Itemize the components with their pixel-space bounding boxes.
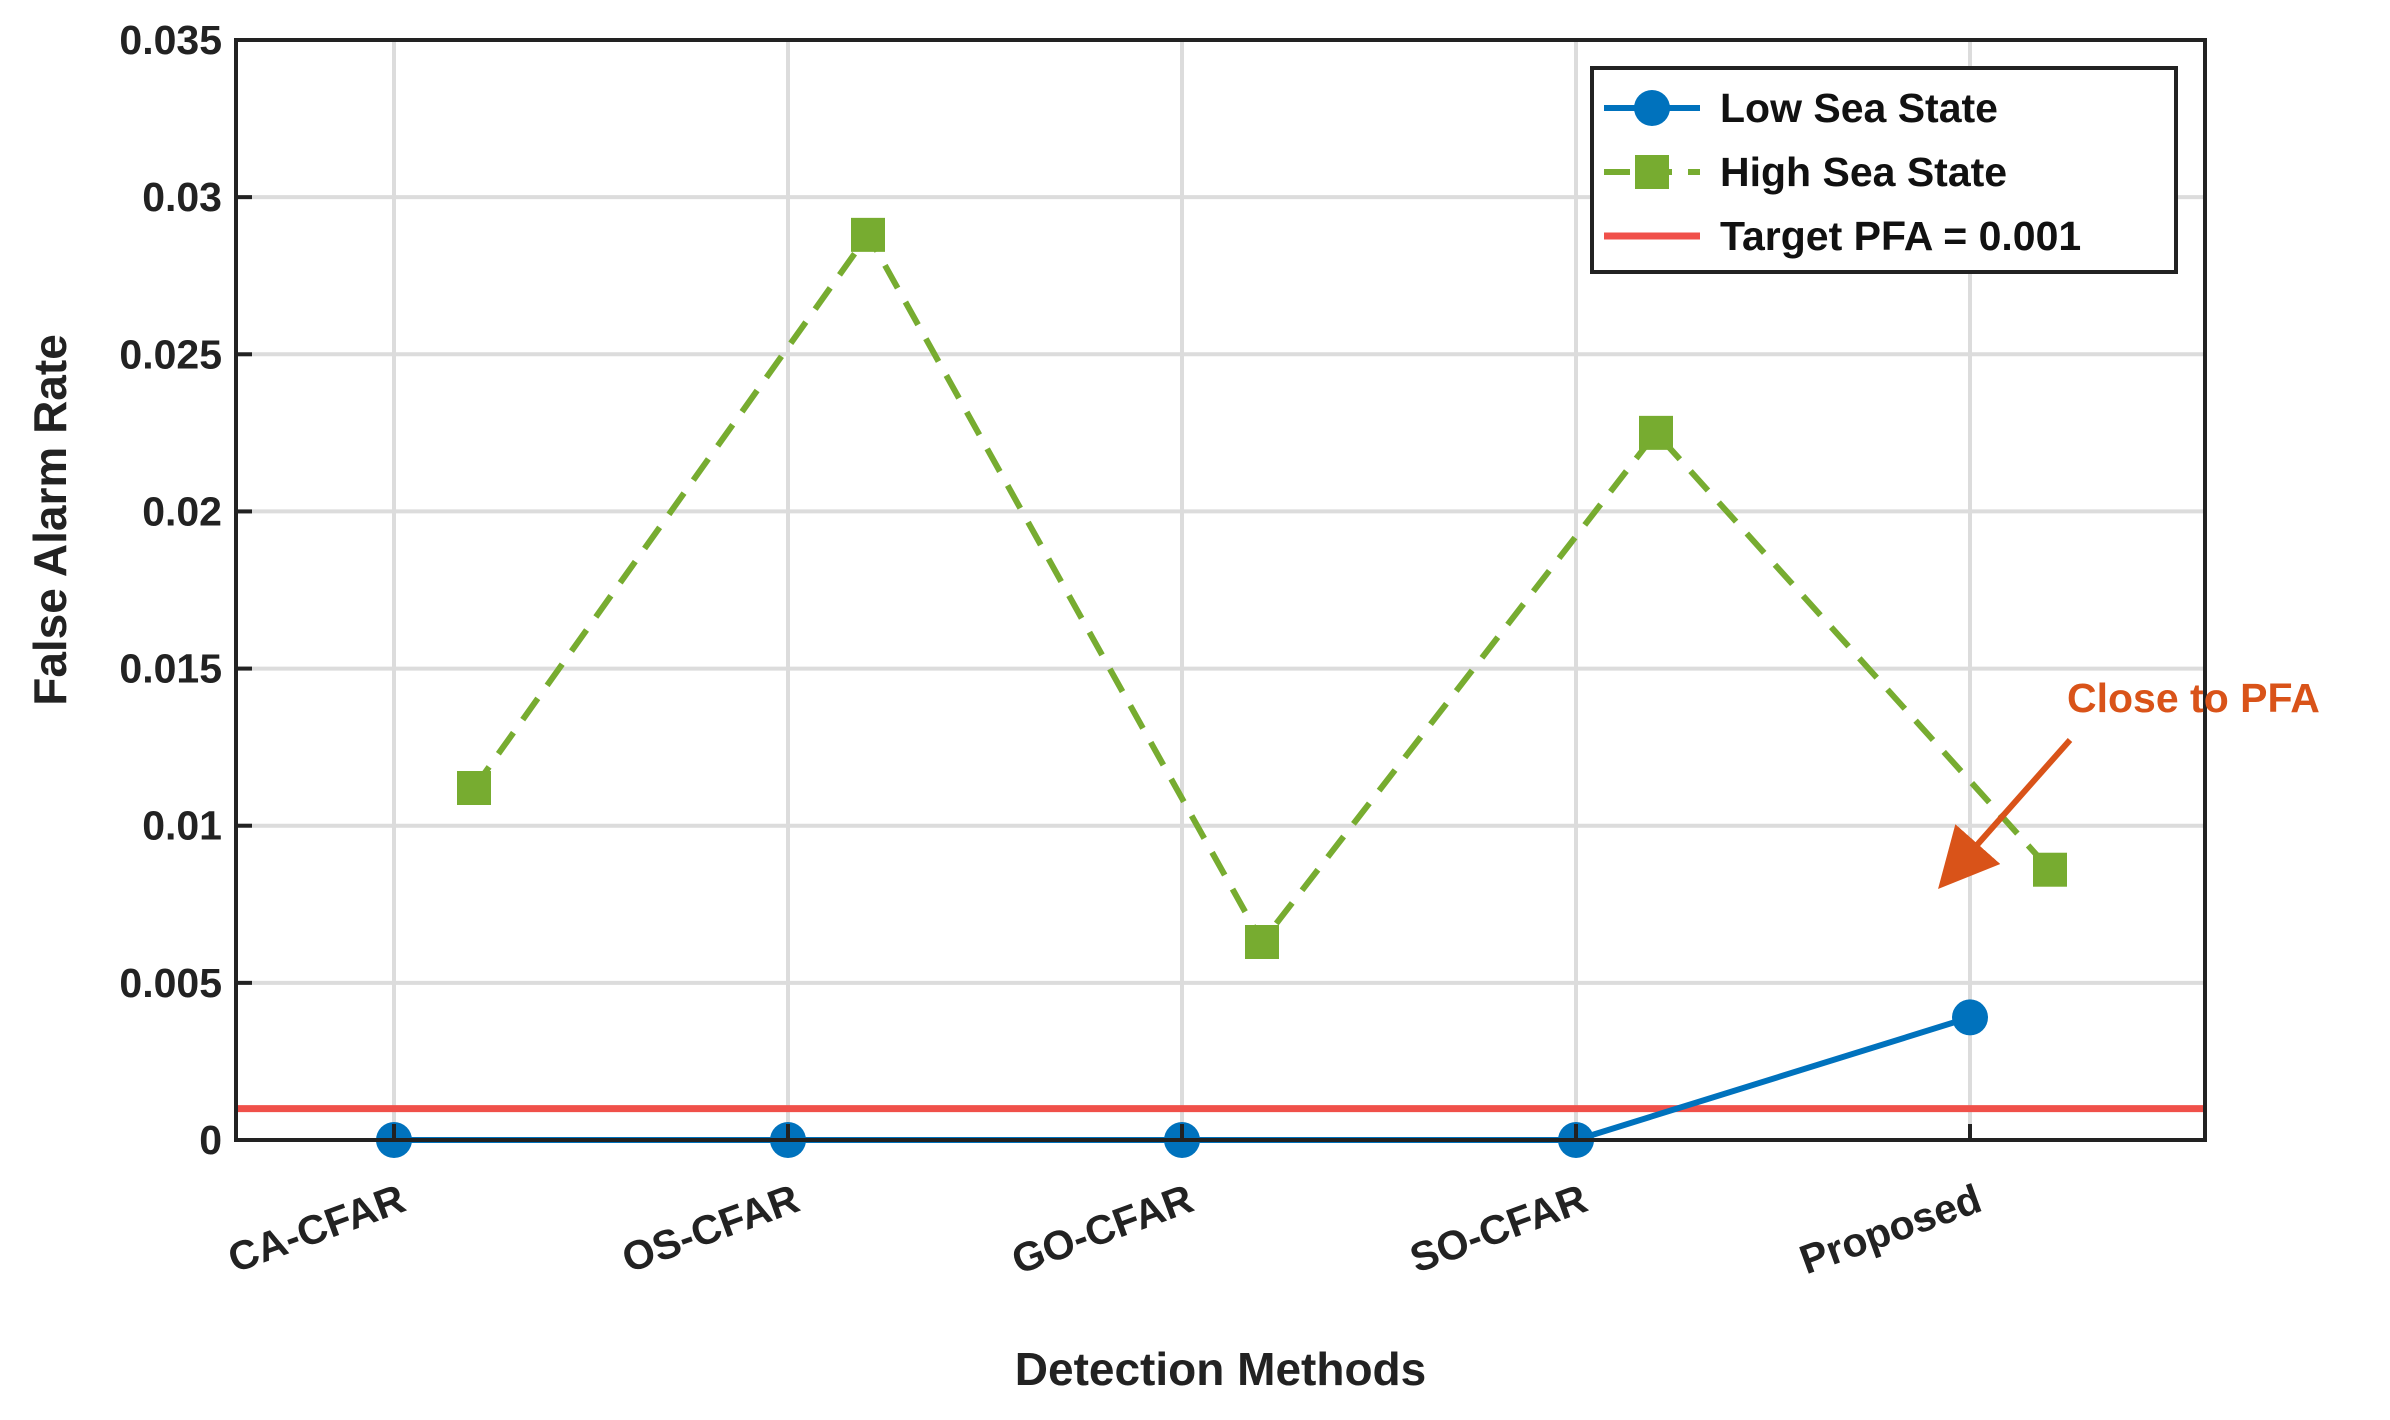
annotation-arrow [1938,738,2073,889]
x-tick-label-go-cfar: GO-CFAR [1006,1175,1199,1283]
legend-high-sea-state-marker [1635,155,1669,189]
annotation-text: Close to PFA [2067,675,2320,721]
y-tick-label-1: 0.005 [119,960,222,1006]
y-axis-title: False Alarm Rate [24,334,76,706]
series-high-sea-state-line [471,231,2053,945]
legend-low-sea-state-marker [1634,90,1670,126]
legend-low-sea-state-label: Low Sea State [1720,85,1998,131]
legend: Low Sea State High Sea State Target PFA … [1590,66,2178,274]
point-high-sea-state-proposed [2033,852,2067,887]
series-high-sea-state [457,217,2067,959]
legend-target-pfa-label: Target PFA = 0.001 [1720,213,2081,259]
x-tick-label-so-cfar: SO-CFAR [1404,1175,1593,1281]
y-tick-label-0: 0 [199,1117,222,1163]
legend-high-sea-state-label: High Sea State [1720,149,2007,195]
x-tick-label-os-cfar: OS-CFAR [616,1175,805,1281]
y-tick-label-7: 0.035 [119,17,222,63]
point-high-sea-state-so-cfar [1639,415,1673,450]
series-group [376,217,2067,1158]
point-high-sea-state-go-cfar [1245,925,1279,959]
y-tick-label-4: 0.02 [142,488,222,534]
x-axis-title: Detection Methods [1015,1343,1426,1395]
legend-entry-high-sea-state: High Sea State [1604,149,2007,195]
point-low-sea-state-proposed [1952,999,1988,1036]
point-high-sea-state-ca-cfar [457,771,491,805]
x-tick-label-ca-cfar: CA-CFAR [222,1175,411,1281]
x-tick-label-proposed: Proposed [1794,1175,1987,1283]
y-tick-label-6: 0.03 [142,174,222,220]
legend-entry-target-pfa: Target PFA = 0.001 [1604,213,2081,259]
plot-frame [234,38,2207,1142]
legend-entry-low-sea-state: Low Sea State [1604,85,1998,131]
y-tick-label-2: 0.01 [142,803,222,849]
annotation: Close to PFA [1938,675,2320,889]
point-high-sea-state-os-cfar [851,217,885,252]
y-tick-label-5: 0.025 [119,331,222,377]
y-tick-label-3: 0.015 [119,646,222,692]
